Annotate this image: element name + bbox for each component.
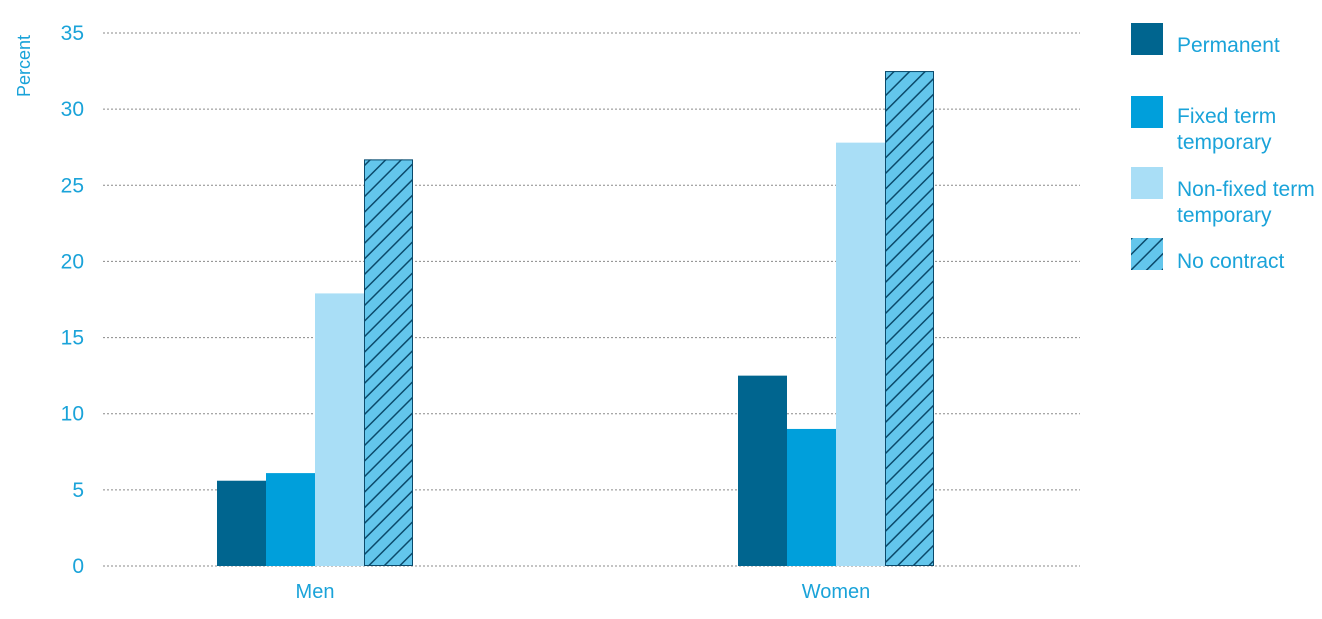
bar-men-1 [266,473,315,566]
gridlines [103,32,1080,567]
y-tick-label: 0 [72,555,84,578]
bar-outline [885,71,934,566]
legend-swatch [1131,167,1163,199]
x-category-label: Women [802,581,871,603]
bar-women-2 [836,142,885,566]
y-tick-label: 20 [61,250,84,273]
bar-women-1 [787,428,836,566]
y-tick-label: 5 [72,479,84,502]
bar-outline [364,159,413,566]
y-axis-title: Percent [14,35,34,97]
bar-men-3 [364,159,413,566]
y-axis-ticks: 0 5 10 15 20 25 30 35 [61,22,84,578]
legend-label: temporary [1177,131,1272,154]
y-tick-label: 10 [61,403,84,426]
bars [217,71,934,567]
y-tick-label: 35 [61,22,84,45]
legend-label: Fixed term [1177,105,1276,128]
y-tick-label: 15 [61,327,84,350]
legend-swatch [1131,96,1163,128]
legend: Permanent Fixed term temporary Non-fixed te… [1131,23,1315,273]
bar-women-3 [885,71,934,567]
legend-label: Permanent [1177,34,1280,57]
x-category-label: Men [296,581,335,603]
y-tick-label: 25 [61,174,84,197]
legend-label: Non-fixed term [1177,178,1315,201]
bar-men-2 [315,293,364,566]
legend-label: No contract [1177,250,1285,273]
legend-swatch [1131,23,1163,55]
legend-swatch [1131,238,1163,270]
legend-label: temporary [1177,204,1272,227]
y-tick-label: 30 [61,98,84,121]
bar-women-0 [738,375,787,566]
bar-men-0 [217,480,266,566]
x-axis-labels: Men Women [296,581,871,603]
